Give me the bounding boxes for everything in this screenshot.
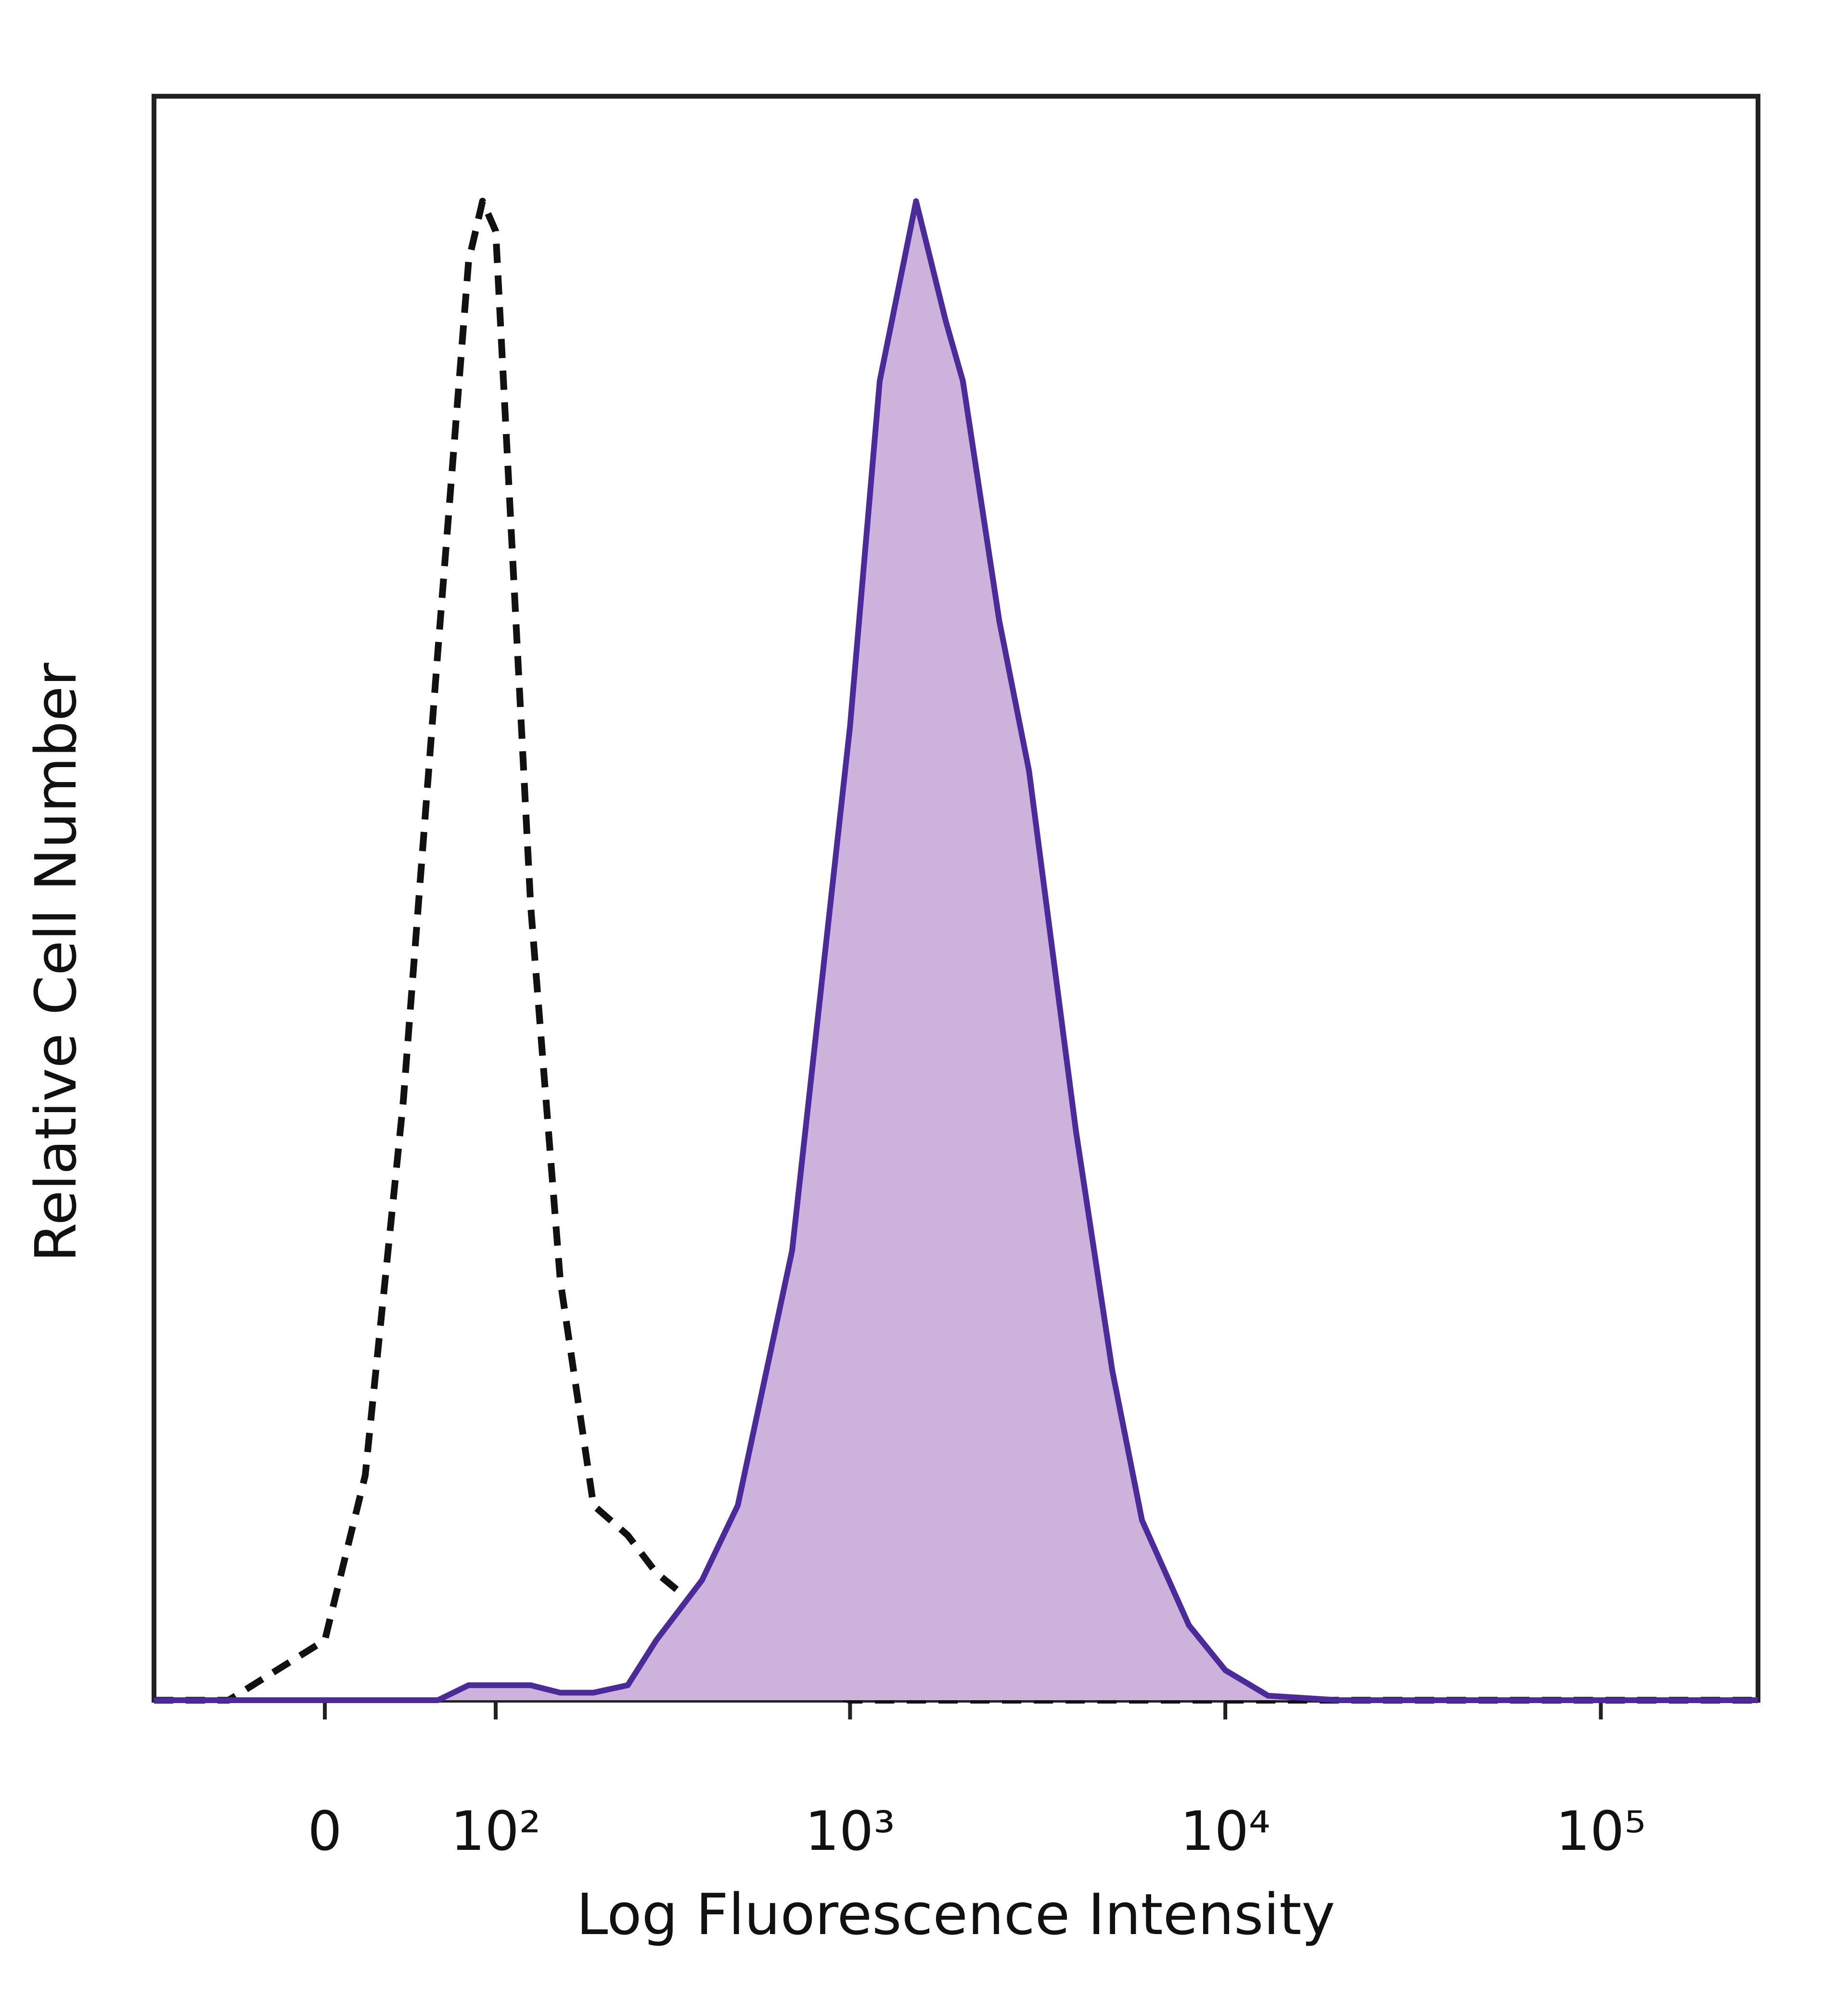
x-tick-label: 10⁴: [1180, 1800, 1270, 1863]
filled-histogram: [154, 198, 1758, 1703]
y-axis-label: Relative Cell Number: [23, 663, 89, 1262]
x-tick-label: 10⁵: [1556, 1800, 1646, 1863]
x-axis-label: Log Fluorescence Intensity: [577, 1881, 1335, 1948]
x-tick-label: 0: [308, 1800, 342, 1863]
x-tick-label: 10²: [450, 1800, 540, 1863]
x-tick-label: 10³: [805, 1800, 895, 1863]
